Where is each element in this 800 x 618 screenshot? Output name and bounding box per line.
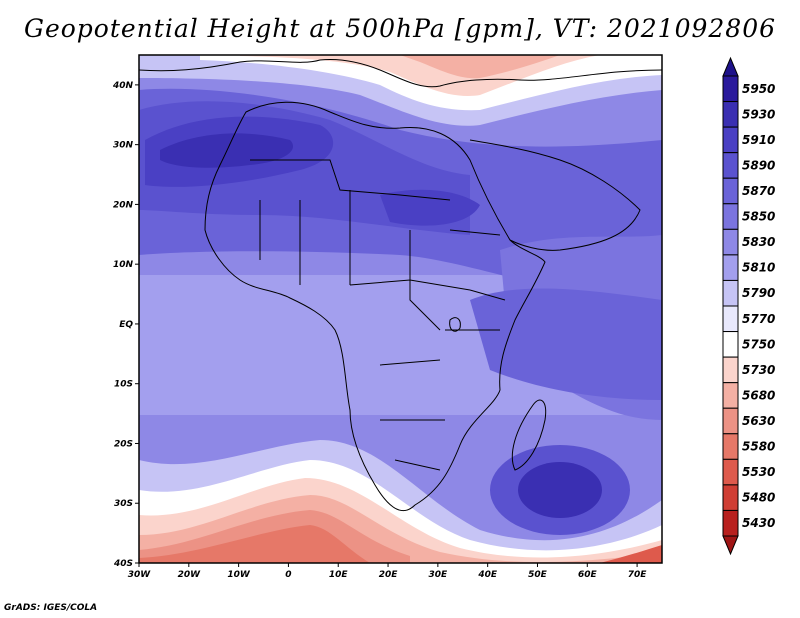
colorbar-level-label: 5830 [742,235,775,249]
lon-tick-label: 10E [329,570,349,580]
lon-tick-label: 30E [429,570,449,580]
field-southeast-corner [600,545,662,563]
field-sudan-high [380,189,480,226]
colorbar-swatch [722,203,739,230]
lon-tick-label: 40E [477,570,498,580]
border-west [259,190,351,285]
colorbar-swatch [722,152,739,179]
colorbar-level-label: 5680 [742,388,775,402]
colorbar-level-label: 5480 [742,491,775,505]
lat-tick-label: EQ [119,320,133,330]
border-south [379,359,445,471]
europe-coastline [139,59,662,88]
lat-tick-label: 40S [113,559,133,569]
lon-tick-label: 10W [227,570,251,580]
lat-tick-label: 20S [114,439,133,449]
colorbar-swatch [722,458,739,486]
colorbar: 5950 5930 5910 5890 5870 5850 5830 5810 5790 5770… [722,56,775,556]
colorbar-level-label: 5870 [742,184,775,198]
lon-tick-label: 50E [528,570,548,580]
colorbar-swatch [722,126,739,154]
colorbar-swatch [722,101,739,128]
colorbar-swatch [722,509,739,537]
grads-credit: GrADS: IGES/COLA [4,603,98,613]
lat-tick-label: 30N [113,141,134,151]
colorbar-top-arrow [722,56,739,77]
lon-tick-label: 20E [379,570,399,580]
lon-tick-label: 0 [285,570,291,580]
field-south-deep [139,525,370,563]
colorbar-swatch [722,177,739,205]
lon-tick-label: 60E [578,570,598,580]
colorbar-level-label: 5850 [742,210,775,224]
lat-tick-label: 10N [113,260,134,270]
field-med-pink-deep [400,55,560,79]
field-madagascar-core [518,462,602,518]
lon-tick-label: 30W [128,570,152,580]
arabia-coastline [469,139,641,251]
colorbar-swatch [722,331,739,358]
colorbar-level-label: 5750 [742,337,775,351]
coastlines [139,59,662,511]
colorbar-level-label: 5730 [742,363,775,377]
colorbar-level-label: 5810 [742,261,775,275]
map-frame [138,54,663,564]
lat-tick-label: 10S [114,380,133,390]
colorbar-swatch [722,228,739,256]
colorbar-level-label: 5770 [742,312,775,326]
latitude-axis: 40N 30N 20N 10N EQ 10S 20S 30S 40S [112,81,139,569]
lat-tick-label: 40N [112,81,134,91]
colorbar-level-label: 5930 [742,107,775,121]
border-sahara-north [250,159,451,201]
lat-tick-label: 30S [114,499,133,509]
lon-tick-label: 20W [178,570,202,580]
colorbar-swatch [722,484,739,511]
colorbar-swatch [722,75,739,103]
colorbar-swatch [722,356,739,384]
colorbar-bottom-arrow [722,535,739,556]
chart-title: Geopotential Height at 500hPa [gpm], VT:… [23,14,777,43]
lat-tick-label: 20N [113,200,134,210]
colorbar-swatch [722,407,739,435]
colorbar-level-label: 5430 [742,516,775,530]
border-east [445,229,506,331]
colorbar-swatch [722,433,739,460]
height-field [139,55,662,563]
field-east-africa-inner [470,288,662,400]
colorbar-level-label: 5630 [742,414,775,428]
colorbar-swatch [722,279,739,307]
colorbar-swatch [722,382,739,409]
colorbar-level-label: 5790 [742,286,775,300]
colorbar-level-label: 5530 [742,465,775,479]
colorbar-level-label: 5910 [742,133,775,147]
lake-victoria-outline [449,317,461,332]
border-central [349,230,471,331]
colorbar-level-label: 5950 [742,82,775,96]
colorbar-level-label: 5890 [742,158,775,172]
colorbar-level-label: 5580 [742,440,775,454]
longitude-axis: 30W 20W 10W 0 10E 20E 30E 40E 50E 60E 70E [128,563,648,580]
lon-tick-label: 70E [628,570,648,580]
madagascar-outline [511,399,547,471]
africa-coastline [204,101,546,511]
colorbar-swatch [722,254,739,281]
colorbar-swatch [722,305,739,333]
